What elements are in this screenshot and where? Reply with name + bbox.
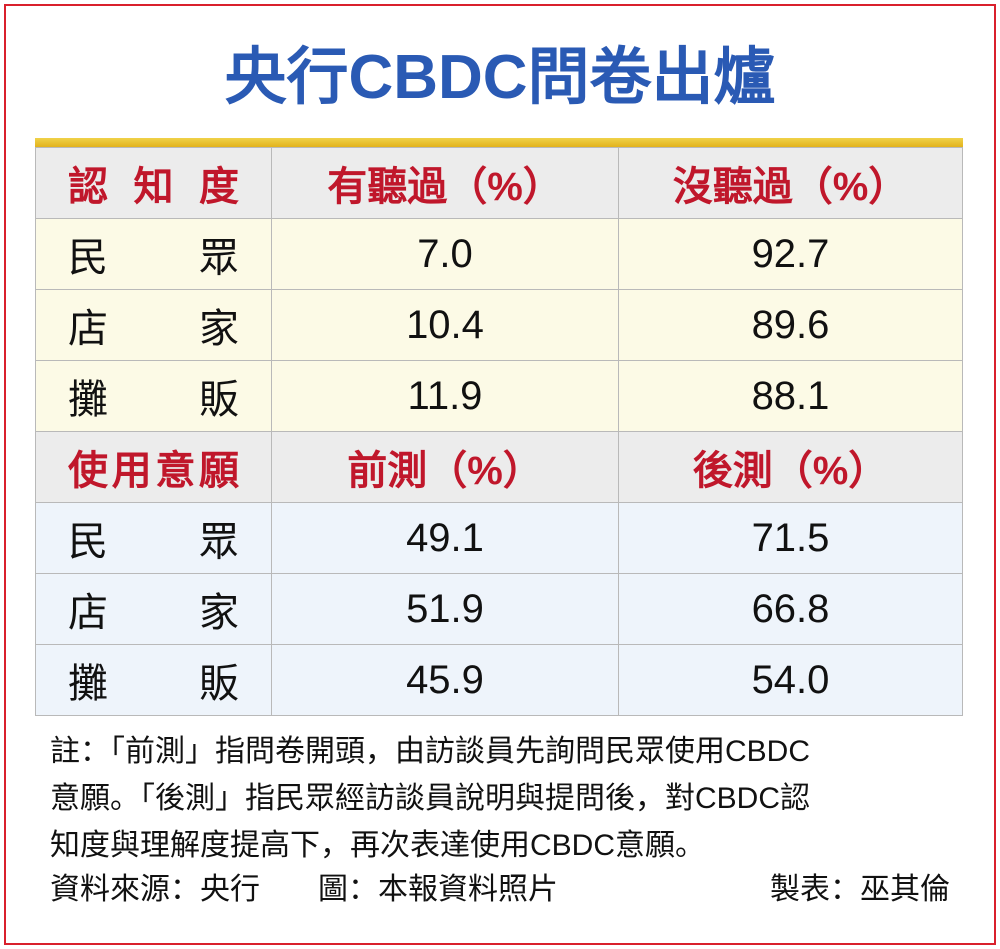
title: 央行CBDC問卷出爐: [224, 43, 776, 112]
note-line: 知度與理解度提高下，再次表達使用CBDC意願。: [50, 829, 706, 862]
value-cell: 71.5: [618, 502, 963, 574]
header-row: 使用意願 前測（%） 後測（%）: [35, 431, 963, 503]
header-cell: 有聽過（%）: [271, 147, 619, 219]
source-line: 資料來源：央行 圖：本報資料照片 製表：巫其倫: [50, 866, 950, 913]
source-item: 製表：巫其倫: [770, 873, 950, 906]
note-line: 意願。「後測」指民眾經訪談員說明與提問後，對CBDC認: [50, 782, 811, 815]
row: 店家 10.4 89.6: [35, 289, 963, 361]
header-cell: 使用意願: [35, 431, 272, 503]
row-label: 民眾: [35, 502, 272, 574]
header-cell: 認知度: [35, 147, 272, 219]
row-label: 店家: [35, 573, 272, 645]
notes: 註：「前測」指問卷開頭，由訪談員先詢問民眾使用CBDC 意願。「後測」指民眾經訪談…: [50, 728, 810, 869]
gold-bar: [35, 138, 963, 147]
row: 民眾 49.1 71.5: [35, 502, 963, 574]
row: 民眾 7.0 92.7: [35, 218, 963, 290]
header-cell: 沒聽過（%）: [618, 147, 963, 219]
value-cell: 88.1: [618, 360, 963, 432]
note-line: 註：「前測」指問卷開頭，由訪談員先詢問民眾使用CBDC: [50, 735, 811, 768]
row: 攤販 45.9 54.0: [35, 644, 963, 716]
value-cell: 11.9: [271, 360, 619, 432]
frame: [4, 4, 996, 945]
row: 攤販 11.9 88.1: [35, 360, 963, 432]
value-cell: 66.8: [618, 573, 963, 645]
header-row: 認知度 有聽過（%） 沒聽過（%）: [35, 147, 963, 219]
value-cell: 54.0: [618, 644, 963, 716]
value-cell: 45.9: [271, 644, 619, 716]
header-cell: 後測（%）: [618, 431, 963, 503]
table: 認知度 有聽過（%） 沒聽過（%） 民眾 7.0 92.7 店家 10.4 89.6 攤販 11.9…: [35, 147, 963, 716]
value-cell: 10.4: [271, 289, 619, 361]
row-label: 店家: [35, 289, 272, 361]
value-cell: 51.9: [271, 573, 619, 645]
source-item: 圖：本報資料照片: [318, 873, 558, 906]
value-cell: 49.1: [271, 502, 619, 574]
row: 店家 51.9 66.8: [35, 573, 963, 645]
source-item: 資料來源：央行: [50, 873, 260, 906]
row-label: 攤販: [35, 360, 272, 432]
row-label: 民眾: [35, 218, 272, 290]
row-label: 攤販: [35, 644, 272, 716]
value-cell: 92.7: [618, 218, 963, 290]
value-cell: 7.0: [271, 218, 619, 290]
header-cell: 前測（%）: [271, 431, 619, 503]
value-cell: 89.6: [618, 289, 963, 361]
